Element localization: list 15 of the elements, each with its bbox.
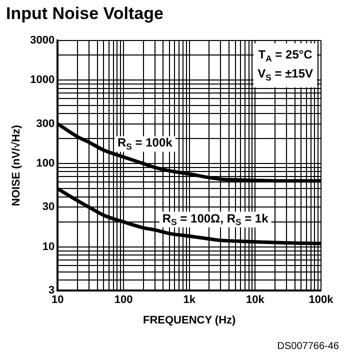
y-tick-label: 10	[42, 241, 55, 254]
y-axis-title: NOISE (nV/√Hz)	[10, 124, 23, 206]
x-axis-title: FREQUENCY (Hz)	[142, 314, 236, 326]
x-tick-label: 100k	[308, 294, 334, 306]
y-tick-label: 300	[36, 118, 55, 130]
x-tick-label: 10k	[246, 294, 266, 306]
x-tick-label: 100	[114, 294, 133, 306]
text: DS007766-46	[277, 340, 340, 352]
y-tick-label: 100	[36, 158, 55, 170]
chart-title: Input Noise Voltage	[6, 4, 164, 23]
y-tick-label: 1000	[30, 74, 55, 86]
y-tick-label: 3000	[30, 34, 55, 46]
y-tick-label: 30	[42, 201, 55, 214]
x-tick-label: 1k	[183, 294, 196, 306]
x-tick-label: 10	[52, 294, 64, 306]
